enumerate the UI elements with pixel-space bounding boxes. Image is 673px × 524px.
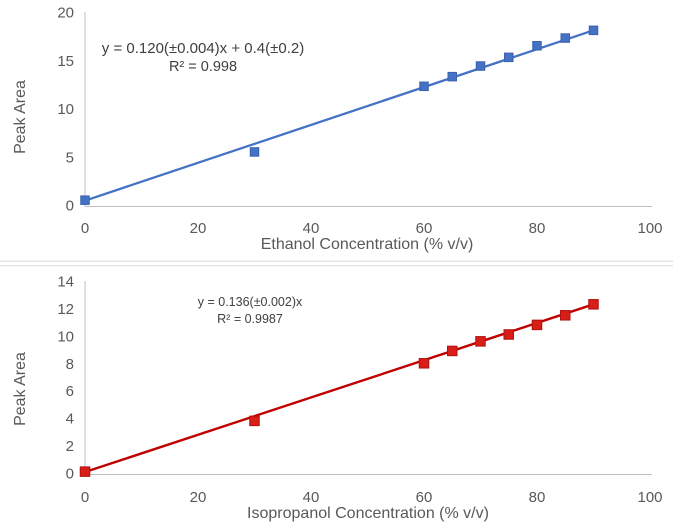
y-axis-title: Peak Area (12, 352, 29, 426)
x-tick-label: 80 (529, 489, 546, 506)
data-point-marker (249, 147, 260, 157)
data-point-marker (531, 319, 543, 331)
ethanol-calibration-chart: 0 5 10 15 20 0 20 40 60 80 100 Ethanol Concentratio… (0, 5, 673, 262)
isopropanol-calibration-chart: 0 2 4 6 8 10 12 14 0 20 40 60 80 100 Isopropanol Conce… (0, 265, 673, 522)
y-tick-label: 2 (66, 438, 74, 455)
x-tick-label: 100 (637, 489, 662, 506)
data-point-marker (475, 336, 486, 347)
x-axis-title: Isopropanol Concentration (% v/v) (247, 505, 489, 522)
data-point-marker (249, 415, 260, 427)
y-tick-label: 10 (57, 101, 74, 118)
x-tick-label: 40 (303, 220, 320, 237)
data-point-marker (588, 299, 599, 310)
x-axis-title: Ethanol Concentration (% v/v) (261, 236, 474, 253)
x-tick-label: 100 (637, 220, 662, 237)
x-tick-label: 60 (416, 220, 433, 237)
equation-text: y = 0.120(±0.004)x + 0.4(±0.2) (102, 40, 304, 57)
x-tick-label: 60 (416, 489, 433, 506)
y-tick-label: 10 (57, 328, 74, 345)
y-tick-label: 5 (66, 149, 74, 166)
y-tick-label: 15 (57, 53, 74, 70)
x-tick-label: 40 (303, 489, 320, 506)
data-point-marker (475, 61, 486, 71)
y-tick-label: 20 (57, 5, 74, 22)
x-tick-label: 20 (190, 489, 207, 506)
r-squared-text: R² = 0.9987 (217, 312, 283, 326)
data-point-marker (504, 52, 514, 63)
data-point-marker (560, 33, 570, 43)
isopropanol-chart-panel: 0 2 4 6 8 10 12 14 0 20 40 60 80 100 Isopropanol Conce… (0, 262, 673, 524)
data-point-marker (560, 310, 571, 321)
data-point-marker (447, 71, 457, 82)
ethanol-chart-panel: 0 5 10 15 20 0 20 40 60 80 100 Ethanol Concentratio… (0, 5, 673, 262)
y-tick-label: 6 (66, 383, 74, 400)
equation-text: y = 0.136(±0.002)x (198, 295, 303, 309)
data-point-marker (79, 466, 91, 477)
y-tick-label: 14 (57, 274, 74, 291)
data-point-marker (447, 345, 458, 357)
data-point-marker (503, 329, 514, 340)
x-tick-label: 0 (81, 220, 89, 237)
data-point-marker (588, 25, 599, 36)
data-point-marker (418, 358, 430, 369)
y-tick-label: 4 (66, 411, 74, 428)
y-tick-label: 0 (66, 466, 74, 483)
x-tick-label: 20 (190, 220, 207, 237)
y-tick-label: 8 (66, 356, 74, 373)
y-tick-label: 12 (57, 301, 74, 318)
data-point-marker (532, 41, 542, 51)
trendline (84, 303, 594, 474)
y-axis-title: Peak Area (12, 80, 29, 154)
data-point-marker (419, 81, 429, 92)
x-tick-label: 80 (529, 220, 546, 237)
r-squared-text: R² = 0.998 (169, 59, 237, 75)
y-tick-label: 0 (66, 198, 74, 215)
data-point-marker (80, 195, 90, 205)
x-tick-label: 0 (81, 489, 89, 506)
